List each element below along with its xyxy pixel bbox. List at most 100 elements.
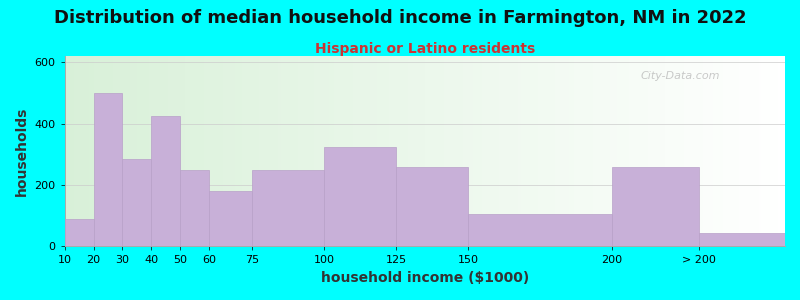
Bar [187,56,190,246]
Bar [732,56,734,246]
Bar [175,56,178,246]
Bar [523,56,526,246]
Bar [631,56,634,246]
Bar [74,56,77,246]
Bar [115,56,118,246]
Bar [415,56,418,246]
Bar [686,56,689,246]
Bar [180,56,182,246]
Bar [228,56,230,246]
Bar [598,56,600,246]
Bar [281,56,283,246]
Bar [696,56,698,246]
Bar [341,56,343,246]
Bar [178,56,180,246]
Bar [648,56,650,246]
Bar [559,56,562,246]
Bar [434,56,437,246]
Bar [540,56,542,246]
Bar [394,56,396,246]
Bar [358,56,360,246]
Bar [756,56,758,246]
Bar [209,56,211,246]
Bar [98,56,101,246]
Bar [703,56,706,246]
Bar [614,56,617,246]
Bar [408,56,410,246]
Bar [264,56,266,246]
Bar [449,56,451,246]
Bar [430,56,432,246]
Bar [230,56,233,246]
Bar [583,56,586,246]
Bar [314,56,317,246]
Bar [694,56,696,246]
Bar [125,56,127,246]
Bar [468,56,470,246]
Bar [634,56,636,246]
Bar [636,56,638,246]
Bar [271,56,274,246]
Bar [360,56,362,246]
Bar [122,159,151,246]
Bar [482,56,485,246]
Bar [432,56,434,246]
Bar [134,56,137,246]
Bar [590,56,593,246]
Bar [734,56,737,246]
Bar [619,56,622,246]
Bar [650,56,653,246]
Bar [730,56,732,246]
Bar [746,56,749,246]
Text: Distribution of median household income in Farmington, NM in 2022: Distribution of median household income … [54,9,746,27]
Bar [624,56,626,246]
Bar [137,56,139,246]
Bar [211,56,214,246]
Bar [770,56,773,246]
Bar [142,56,144,246]
Bar [718,56,720,246]
Bar [437,56,439,246]
Bar [418,56,420,246]
Bar [562,56,564,246]
Bar [185,56,187,246]
Bar [288,56,290,246]
Bar [538,56,540,246]
Bar [113,56,115,246]
Bar [82,56,84,246]
Bar [130,56,132,246]
Bar [497,56,499,246]
Bar [470,56,473,246]
Bar [283,56,286,246]
Bar [778,56,780,246]
Bar [763,56,766,246]
Bar [439,56,442,246]
Bar [370,56,372,246]
Bar [254,56,257,246]
Bar [552,56,554,246]
Bar [528,56,530,246]
Bar [151,116,180,246]
Bar [149,56,151,246]
Bar [182,56,185,246]
Bar [120,56,122,246]
Bar [502,56,504,246]
Bar [218,56,221,246]
Bar [223,56,226,246]
Bar [377,56,379,246]
Bar [514,56,516,246]
Bar [410,56,413,246]
Bar [629,56,631,246]
Bar [506,56,509,246]
Bar [727,56,730,246]
Bar [389,56,391,246]
Bar [710,56,713,246]
Bar [235,56,238,246]
Bar [274,56,276,246]
Bar [754,56,756,246]
Bar [77,56,79,246]
Bar [533,56,535,246]
Bar [504,56,506,246]
Bar [413,56,415,246]
Bar [206,56,209,246]
